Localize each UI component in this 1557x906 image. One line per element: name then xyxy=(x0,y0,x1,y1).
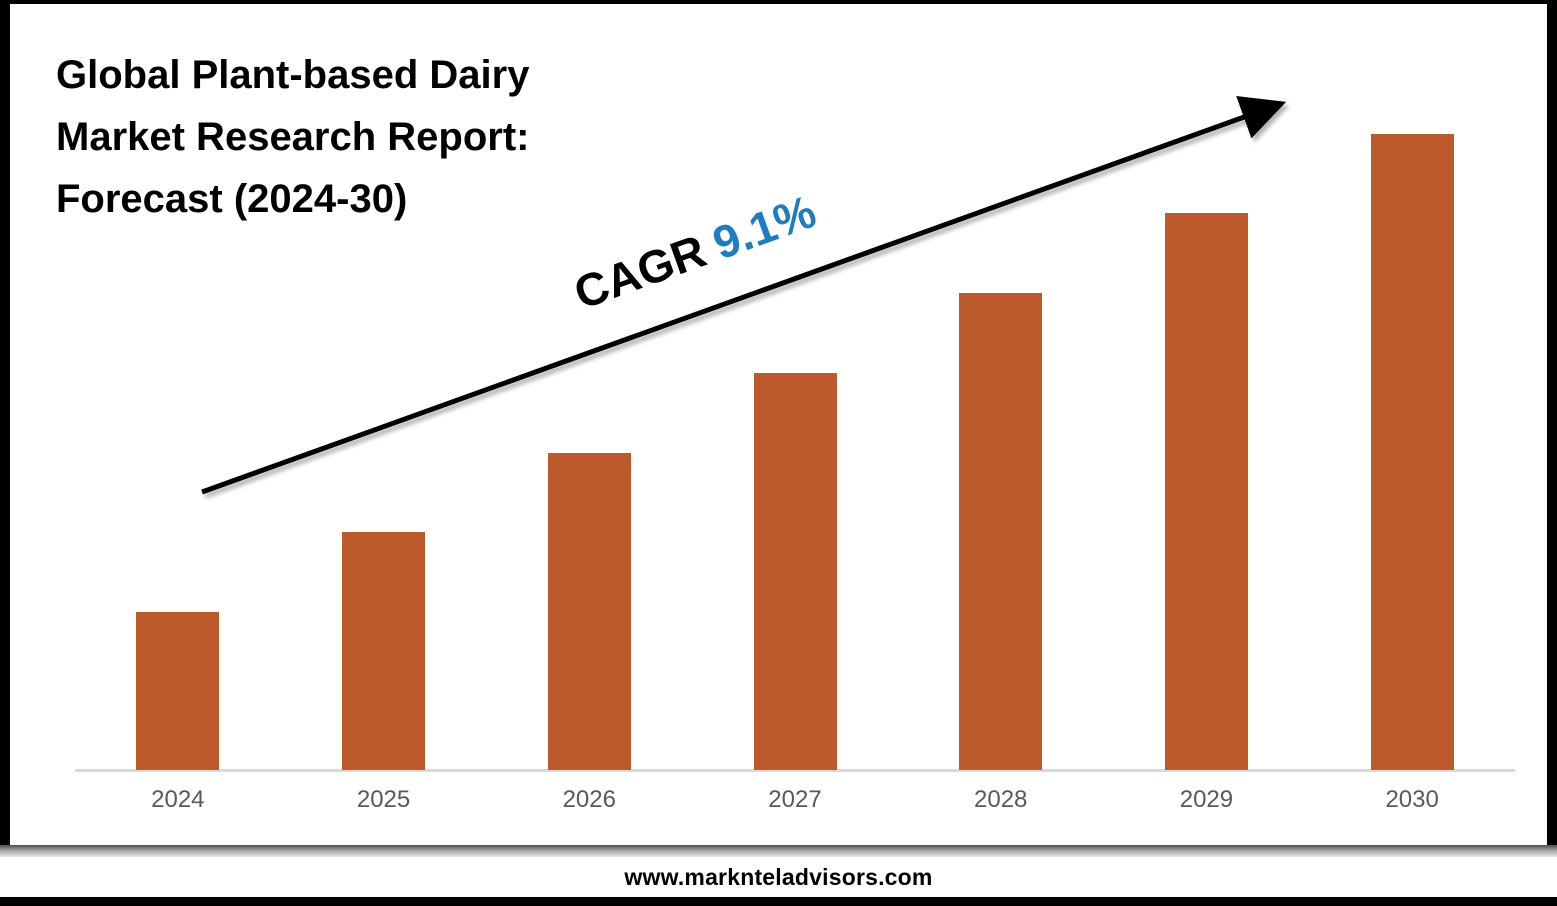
x-tick-2027: 2027 xyxy=(768,786,822,813)
footer-separator xyxy=(0,845,1557,857)
frame-border-left xyxy=(0,0,10,845)
x-tick-2030: 2030 xyxy=(1385,786,1439,813)
x-tick-2028: 2028 xyxy=(974,786,1028,813)
bar-2029 xyxy=(1164,212,1248,770)
bar-2030 xyxy=(1370,134,1454,770)
cagr-value: 9.1% xyxy=(706,184,823,270)
bar-2024 xyxy=(136,612,220,770)
x-tick-2026: 2026 xyxy=(562,786,616,813)
cagr-label: CAGR xyxy=(567,224,713,320)
chart-title: Global Plant-based Dairy Market Research… xyxy=(56,44,676,230)
x-axis-line xyxy=(75,769,1515,772)
bar-2026 xyxy=(547,453,631,770)
x-tick-2025: 2025 xyxy=(356,786,411,813)
bar-2027 xyxy=(753,373,837,770)
chart-area: Global Plant-based Dairy Market Research… xyxy=(56,44,1515,813)
bottom-bar xyxy=(0,897,1557,906)
bar-2025 xyxy=(342,532,426,770)
x-tick-2029: 2029 xyxy=(1179,786,1234,813)
x-tick-2024: 2024 xyxy=(151,786,205,813)
chart-title-line-3: Forecast (2024-30) xyxy=(56,177,408,221)
footer-banner: www.marknteladvisors.com xyxy=(0,857,1557,897)
website-url: www.marknteladvisors.com xyxy=(624,863,933,890)
bar-2028 xyxy=(959,293,1043,770)
frame-border-top xyxy=(0,0,1557,4)
chart-title-line-1: Global Plant-based Dairy xyxy=(56,53,530,97)
chart-title-line-2: Market Research Report: xyxy=(56,115,530,159)
frame-border-right xyxy=(1547,0,1557,845)
